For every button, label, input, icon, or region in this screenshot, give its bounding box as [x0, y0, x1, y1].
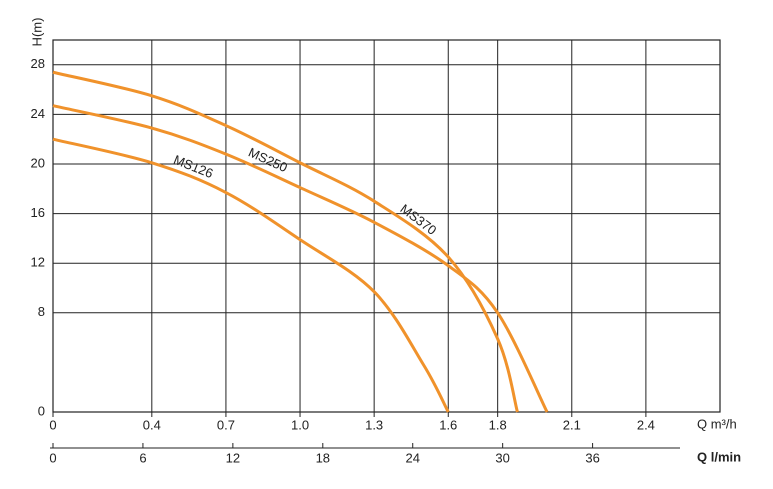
y-tick-label: 8 [38, 304, 45, 319]
pump-curve [52, 104, 549, 413]
x2-tick-label: 18 [316, 450, 330, 465]
x-tick-label: 0 [49, 417, 56, 432]
x-tick-label: 1.6 [439, 417, 457, 432]
x-tick-label: 2.4 [637, 417, 655, 432]
y-tick-label: 0 [38, 403, 45, 418]
y-tick-label: 12 [31, 255, 45, 270]
x2-tick-label: 36 [585, 450, 599, 465]
pump-curve [52, 70, 519, 413]
x-tick-label: 0.7 [217, 417, 235, 432]
x2-tick-label: 24 [405, 450, 419, 465]
x2-tick-label: 30 [495, 450, 509, 465]
x-tick-label: 1.3 [365, 417, 383, 432]
x2-tick-label: 0 [49, 450, 56, 465]
pump-curve [52, 137, 450, 413]
y-tick-label: 20 [31, 155, 45, 170]
x2-axis-title: Q l/min [697, 449, 741, 464]
y-axis-title: H(m) [29, 18, 44, 47]
x-tick-label: 1.0 [291, 417, 309, 432]
y-tick-label: 28 [31, 56, 45, 71]
x-tick-label: 1.8 [489, 417, 507, 432]
curve-label: MS250 [246, 145, 290, 176]
x2-tick-label: 6 [139, 450, 146, 465]
y-tick-label: 24 [31, 106, 45, 121]
x-axis-title: Q m³/h [697, 416, 737, 431]
y-tick-label: 16 [31, 205, 45, 220]
x-tick-label: 2.1 [563, 417, 581, 432]
x-tick-label: 0.4 [143, 417, 161, 432]
x2-tick-label: 12 [226, 450, 240, 465]
